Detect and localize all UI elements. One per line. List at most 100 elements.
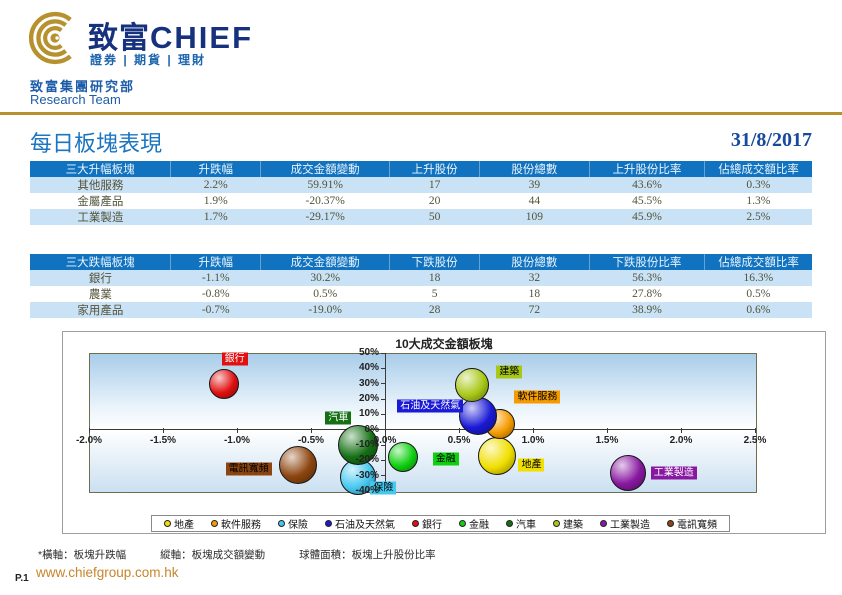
report-date: 31/8/2017 [730, 129, 812, 151]
table-row: 其他服務 2.2% 59.91% 17 39 43.6% 0.3% [30, 177, 812, 193]
x-axis-tick [310, 427, 312, 433]
column-header: 上升股份 [389, 161, 480, 177]
bubble-label-金融: 金融 [432, 452, 459, 466]
y-axis-tick-label: -30% [355, 469, 379, 481]
y-axis-tick-label: 10% [358, 408, 379, 420]
y-axis-tick [381, 413, 386, 415]
legend-label: 建築 [563, 520, 583, 531]
legend-label: 銀行 [422, 520, 442, 531]
x-axis-tick [680, 427, 682, 433]
cell-total-stocks: 72 [479, 302, 590, 318]
footnote-x-axis: *橫軸：板塊升跌幅 [38, 549, 127, 561]
chart-bubble-電訊寬頻 [278, 445, 317, 484]
losers-header-row: 三大跌幅板塊 升跌幅 成交金額變動 下跌股份 股份總數 下跌股份比率 佔總成交額… [30, 254, 812, 270]
cell-total-stocks: 18 [528, 288, 541, 300]
cell-sector: 家用產品 [30, 302, 171, 318]
x-axis-tick [754, 427, 756, 433]
y-axis-tick-label: 0% [364, 423, 379, 435]
footnote-bubble-size: 球體面積：板塊上升股份比率 [299, 549, 436, 561]
cell-turnover-change: 59.91% [260, 177, 390, 193]
cell-up-ratio: 43.6% [589, 177, 705, 193]
table-row: 家用產品 -0.7% -19.0% 28 72 38.9% 0.6% [30, 302, 812, 318]
x-axis-tick [532, 427, 534, 433]
brand-tagline: 證券 | 期貨 | 理財 [90, 53, 207, 67]
cell-turnover-ratio: 1.3% [746, 195, 771, 207]
cell-up-stocks: 50 [389, 209, 480, 225]
cell-change: -1.1% [170, 270, 261, 286]
legend-marker-icon [459, 520, 466, 527]
column-header: 股份總數 [479, 161, 590, 177]
bubble-label-軟件服務: 軟件服務 [514, 390, 561, 404]
cell-turnover-change: -29.17% [260, 209, 390, 225]
legend-item-汽車: 汽車 [506, 516, 536, 531]
x-axis-tick [88, 427, 90, 433]
y-axis-tick [381, 444, 386, 446]
page-title: 每日板塊表現 [30, 131, 163, 156]
legend-item-建築: 建築 [553, 516, 583, 531]
column-header: 下跌股份 [389, 254, 480, 270]
legend-label: 地產 [174, 520, 194, 531]
cell-turnover-ratio: 0.6% [704, 302, 812, 318]
cell-turnover-ratio: 2.5% [704, 209, 812, 225]
table-row: 銀行 -1.1% 30.2% 18 32 56.3% 16.3% [30, 270, 812, 286]
website-link[interactable]: www.chiefgroup.com.hk [36, 565, 179, 580]
chart-bubble-銀行 [208, 368, 239, 399]
y-axis-tick-label: -20% [355, 454, 379, 466]
legend-item-電訊寬頻: 電訊寬頻 [667, 516, 717, 531]
x-axis-tick-label: -1.0% [223, 434, 251, 446]
bubble-label-石油及天然氣: 石油及天然氣 [397, 399, 464, 413]
y-axis-tick-label: -10% [355, 439, 379, 450]
x-axis-tick [236, 427, 238, 433]
y-axis-tick-label: 30% [358, 377, 379, 389]
cell-up-ratio: 45.9% [589, 209, 705, 225]
cell-change: 1.7% [170, 209, 261, 225]
legend-label: 軟件服務 [221, 520, 261, 531]
footnote-y-axis: 縱軸：板塊成交額變動 [160, 549, 266, 561]
legend-marker-icon [506, 520, 513, 527]
chart-bubble-汽車 [338, 425, 379, 465]
chart-footnote: *橫軸：板塊升跌幅 縱軸：板塊成交額變動 球體面積：板塊上升股份比率 [38, 547, 436, 562]
bubble-label-地產: 地產 [518, 458, 545, 472]
y-axis-tick [381, 429, 386, 431]
legend-marker-icon [278, 520, 285, 527]
y-axis-tick-label: 20% [358, 393, 379, 404]
column-header: 成交金額變動 [260, 254, 390, 270]
cell-down-ratio: 56.3% [589, 270, 705, 286]
cell-sector: 工業製造 [30, 209, 171, 225]
legend-label: 汽車 [516, 520, 536, 531]
department-name-en: Research Team [30, 92, 121, 107]
cell-sector: 金屬產品 [77, 196, 124, 208]
x-axis-tick-label: 0.0% [373, 434, 397, 446]
legend-item-銀行: 銀行 [412, 516, 442, 531]
cell-change: 2.2% [170, 177, 261, 193]
legend-label: 電訊寬頻 [677, 520, 717, 531]
legend-marker-icon [600, 520, 607, 527]
bubble-label-建築: 建築 [496, 365, 523, 379]
gainers-header-row: 三大升幅板塊 升跌幅 成交金額變動 上升股份 股份總數 上升股份比率 佔總成交額… [30, 161, 812, 177]
cell-up-stocks: 20 [428, 195, 441, 207]
cell-change: 1.9% [203, 195, 228, 207]
legend-marker-icon [211, 520, 218, 527]
y-axis-tick-label: 40% [358, 362, 379, 374]
cell-sector: 其他服務 [30, 177, 171, 193]
cell-down-stocks: 18 [389, 270, 480, 286]
y-axis-tick [381, 459, 386, 461]
cell-total-stocks: 44 [528, 195, 541, 207]
legend-item-金融: 金融 [459, 516, 489, 531]
legend-marker-icon [412, 520, 419, 527]
chart-title: 10大成交金額板塊 [395, 337, 493, 351]
department-name: 致富集團研究部 [30, 79, 136, 94]
cell-sector: 銀行 [30, 270, 171, 286]
cell-total-stocks: 109 [479, 209, 590, 225]
x-axis-tick-label: 0.5% [447, 434, 471, 446]
y-axis-tick [381, 475, 386, 477]
brand-name: 致富 CHIEF [88, 13, 253, 57]
x-axis-line [89, 429, 755, 431]
cell-sector: 農業 [88, 289, 112, 301]
x-axis-tick-label: -0.5% [297, 434, 325, 446]
x-axis-tick [606, 427, 608, 433]
gold-divider [0, 112, 842, 115]
y-axis-tick-label: -40% [355, 485, 379, 496]
y-axis-tick [381, 383, 386, 385]
legend-label: 工業製造 [610, 520, 650, 531]
